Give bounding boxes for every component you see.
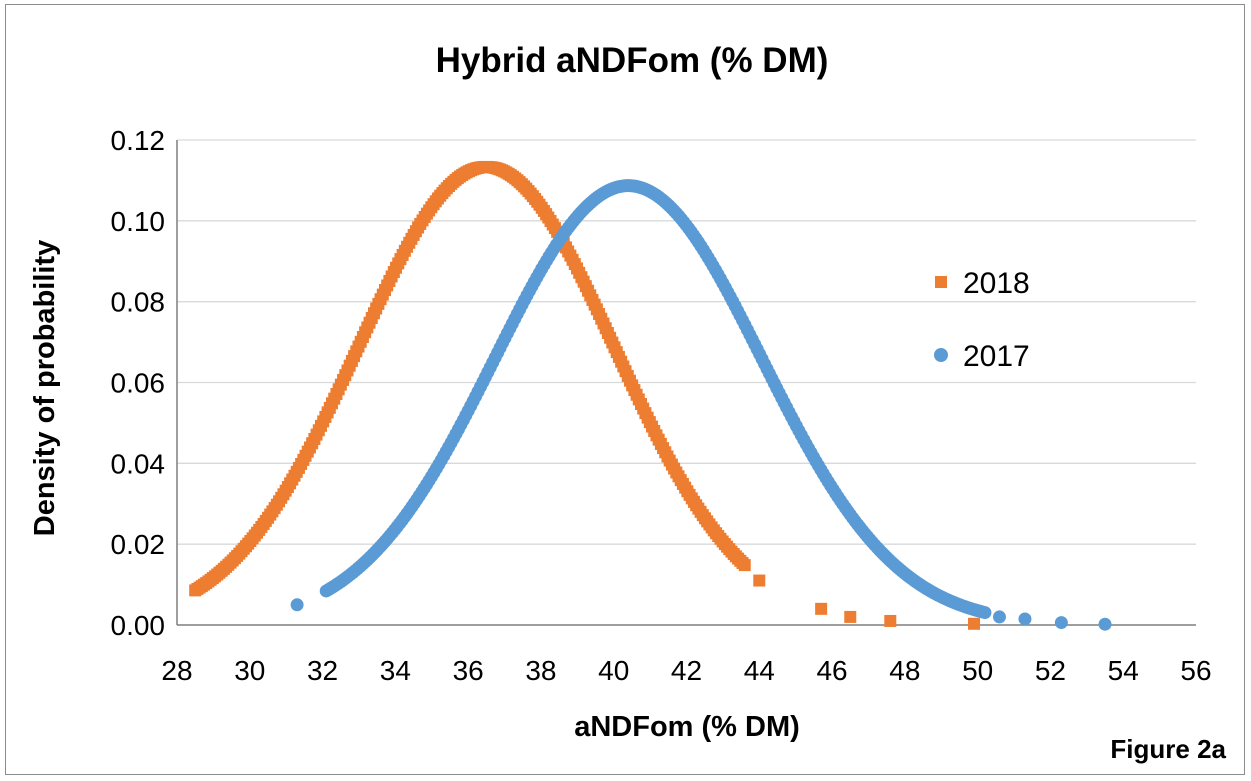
x-tick-label: 46 [816,655,847,686]
data-point-2017 [978,606,992,620]
data-point-2018 [844,610,857,623]
y-tick-label: 0.12 [111,125,166,156]
x-tick-label: 32 [307,655,338,686]
y-tick-label: 0.06 [111,368,166,399]
data-series [189,160,1112,631]
x-tick-label: 48 [889,655,920,686]
data-point-2017 [1018,612,1032,626]
x-tick-label: 44 [744,655,775,686]
axes: 0.00 0.02 0.04 0.06 0.08 0.10 0.12 28 30 32 34 36 38… [111,125,1212,686]
x-tick-label: 28 [161,655,192,686]
legend: 2018 2017 [934,267,1030,373]
legend-label-2018: 2018 [963,267,1030,300]
data-point-2018 [815,602,828,615]
x-tick-label: 40 [598,655,629,686]
x-tick-label: 56 [1180,655,1211,686]
data-point-2017 [1054,616,1068,630]
data-point-2017 [1098,617,1112,631]
x-tick-label: 38 [525,655,556,686]
data-point-2017 [290,598,304,612]
legend-marker-2018 [935,276,947,288]
figure-label: Figure 2a [1110,734,1226,764]
data-point-2018 [753,574,766,587]
legend-marker-2017 [934,348,948,362]
x-tick-label: 54 [1108,655,1139,686]
chart-title: Hybrid aNDFom (% DM) [436,41,829,80]
x-tick-label: 42 [671,655,702,686]
y-tick-label: 0.00 [111,610,166,641]
chart-frame: 0.00 0.02 0.04 0.06 0.08 0.10 0.12 28 30 32 34 36 38… [5,4,1245,775]
x-tick-label: 50 [962,655,993,686]
y-tick-label: 0.02 [111,529,166,560]
data-point-2018 [738,559,751,572]
data-point-2018 [884,614,897,627]
y-tick-label: 0.04 [111,448,166,479]
chart-svg: 0.00 0.02 0.04 0.06 0.08 0.10 0.12 28 30 32 34 36 38… [29,41,1227,764]
legend-label-2017: 2017 [963,340,1030,373]
data-point-2017 [992,610,1006,624]
y-tick-label: 0.08 [111,287,166,318]
data-point-2018 [968,617,981,630]
x-tick-label: 30 [234,655,265,686]
x-tick-label: 34 [380,655,411,686]
y-tick-label: 0.10 [111,206,166,237]
x-tick-label: 36 [453,655,484,686]
x-axis-label: aNDFom (% DM) [574,711,800,743]
x-tick-label: 52 [1035,655,1066,686]
y-axis-label: Density of probability [29,240,61,536]
